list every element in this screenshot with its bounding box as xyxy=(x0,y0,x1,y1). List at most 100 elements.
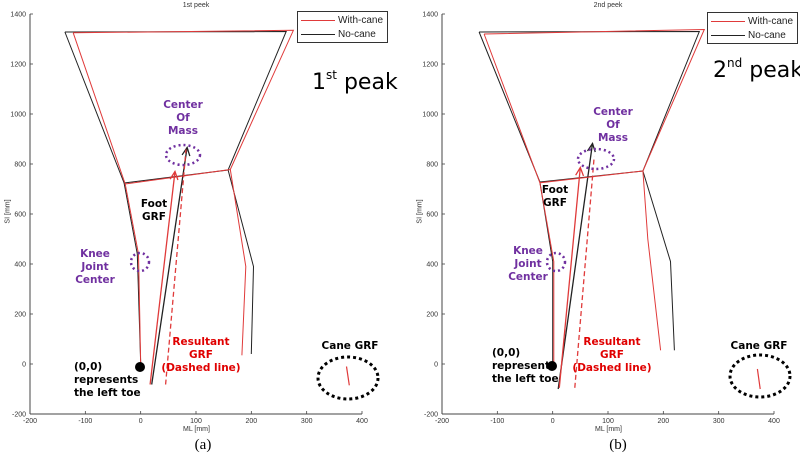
with-cane-left-leg xyxy=(539,182,555,364)
foot-grf-label: Foot GRF xyxy=(140,198,168,223)
legend-item-no-cane: No-cane xyxy=(301,27,383,41)
panel-a-xlabel: ML [mm] xyxy=(183,426,210,433)
y-tick-label: 0 xyxy=(434,362,438,369)
panel-b-xlabel: ML [mm] xyxy=(595,426,622,433)
no-cane-foot-grf-arrow xyxy=(557,143,594,390)
x-tick-label: -200 xyxy=(435,418,449,425)
with-cane-resultant-grf-line xyxy=(164,149,187,385)
heading-suffix: nd xyxy=(727,56,743,70)
with-cane-resultant-grf-line xyxy=(574,156,595,388)
with-cane-cane-grf-line xyxy=(345,366,350,386)
cane-grf-label: Cane GRF xyxy=(730,340,788,352)
x-tick-label: 400 xyxy=(768,418,780,425)
y-tick-label: -200 xyxy=(12,412,26,419)
panel-b-ylabel: SI [mm] xyxy=(416,199,424,224)
x-tick-label: 100 xyxy=(190,418,202,425)
legend-label: With-cane xyxy=(748,15,794,27)
x-tick-label: 100 xyxy=(602,418,614,425)
x-tick-label: 200 xyxy=(657,418,669,425)
y-tick-label: 1000 xyxy=(422,112,438,119)
legend-label: With-cane xyxy=(338,14,384,26)
cane-grf-label: Cane GRF xyxy=(321,340,379,352)
y-tick-label: 600 xyxy=(426,212,438,219)
panel-a-legend: With-cane No-cane xyxy=(297,11,389,43)
heading-number: 1 xyxy=(312,70,326,95)
foot-grf-label: Foot GRF xyxy=(541,184,569,209)
y-tick-label: 0 xyxy=(22,362,26,369)
resultant-grf-label: Resultant GRF (Dashed line) xyxy=(161,336,241,374)
with-cane-foot-grf-arrow xyxy=(149,171,176,385)
no-cane-foot-grf-arrow-arrowhead xyxy=(181,146,191,157)
legend-item-no-cane: No-cane xyxy=(711,28,793,42)
panel-a-peak-heading: 1st peak xyxy=(312,68,398,95)
cane-grf-marker xyxy=(728,353,792,399)
legend-swatch xyxy=(711,20,745,22)
knee-marker xyxy=(129,251,151,273)
with-cane-foot-grf-arrow xyxy=(558,167,581,388)
with-cane-foot-grf-arrow-arrowhead xyxy=(575,166,585,177)
with-cane-right-leg xyxy=(229,169,247,356)
knee-label: Knee Joint Center xyxy=(508,245,548,283)
origin-label: (0,0) represents the left toe xyxy=(74,361,141,399)
panel-a-title: 1st peek xyxy=(182,2,210,9)
no-cane-right-leg xyxy=(642,170,675,351)
panel-b-legend: With-cane No-cane xyxy=(707,12,799,44)
x-tick-label: -100 xyxy=(490,418,504,425)
x-tick-label: 0 xyxy=(551,418,555,425)
y-tick-label: 800 xyxy=(14,162,26,169)
y-tick-label: 1400 xyxy=(10,12,26,19)
com-label: Center Of Mass xyxy=(593,106,633,144)
y-tick-label: 200 xyxy=(14,312,26,319)
y-tick-label: 1000 xyxy=(10,112,26,119)
panel-b-caption: (b) xyxy=(609,437,627,453)
legend-item-with-cane: With-cane xyxy=(301,13,383,27)
panel-b-title: 2nd peek xyxy=(593,2,623,9)
x-tick-label: -100 xyxy=(78,418,92,425)
legend-swatch xyxy=(301,33,335,35)
with-cane-foot-grf-arrow-arrowhead xyxy=(169,170,179,181)
y-tick-label: 200 xyxy=(426,312,438,319)
panel-b-peak-heading: 2nd peak xyxy=(713,56,800,83)
panel-a-ylabel: SI [mm] xyxy=(4,199,12,224)
legend-swatch xyxy=(711,34,745,36)
cane-grf-marker xyxy=(316,355,380,401)
legend-label: No-cane xyxy=(748,29,786,41)
no-cane-trunk xyxy=(478,30,701,183)
y-tick-label: 1400 xyxy=(422,12,438,19)
legend-item-with-cane: With-cane xyxy=(711,14,793,28)
heading-number: 2 xyxy=(713,58,727,83)
heading-suffix: st xyxy=(326,68,337,82)
y-tick-label: 400 xyxy=(14,262,26,269)
with-cane-right-leg xyxy=(642,170,662,351)
x-tick-label: 200 xyxy=(245,418,257,425)
origin-label: (0,0) represents the left toe xyxy=(492,347,559,385)
with-cane-cane-grf-line xyxy=(756,368,761,390)
x-tick-label: 300 xyxy=(713,418,725,425)
y-tick-label: 600 xyxy=(14,212,26,219)
no-cane-right-leg xyxy=(227,169,255,355)
x-tick-label: 0 xyxy=(139,418,143,425)
legend-swatch xyxy=(301,19,335,21)
resultant-grf-label: Resultant GRF (Dashed line) xyxy=(572,336,652,374)
x-tick-label: -200 xyxy=(23,418,37,425)
knee-marker xyxy=(545,251,567,273)
origin-dot xyxy=(135,362,145,372)
legend-label: No-cane xyxy=(338,28,376,40)
heading-text: peak xyxy=(742,58,800,83)
y-tick-label: -200 xyxy=(424,412,438,419)
x-tick-label: 400 xyxy=(356,418,368,425)
com-marker xyxy=(576,147,616,171)
panel-a-caption: (a) xyxy=(194,437,212,453)
y-tick-label: 400 xyxy=(426,262,438,269)
y-tick-label: 800 xyxy=(426,162,438,169)
origin-dot xyxy=(547,361,557,371)
x-tick-label: 300 xyxy=(301,418,313,425)
heading-text: peak xyxy=(336,70,398,95)
y-tick-label: 1200 xyxy=(422,62,438,69)
knee-label: Knee Joint Center xyxy=(75,248,115,286)
com-marker xyxy=(164,143,202,167)
no-cane-left-leg xyxy=(123,182,142,365)
com-label: Center Of Mass xyxy=(163,99,203,137)
